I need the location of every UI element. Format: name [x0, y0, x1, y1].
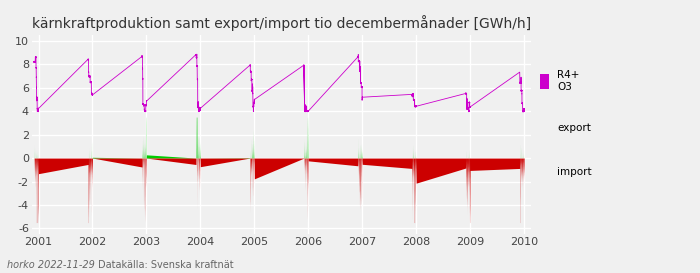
Text: Datakälla: Svenska kraftnät: Datakälla: Svenska kraftnät [98, 260, 234, 270]
Title: kärnkraftproduktion samt export/import tio decembermånader [GWh/h]: kärnkraftproduktion samt export/import t… [32, 15, 531, 31]
Text: horko 2022-11-29: horko 2022-11-29 [7, 260, 95, 270]
Legend: R4+
O3, export, import: R4+ O3, export, import [538, 68, 594, 182]
